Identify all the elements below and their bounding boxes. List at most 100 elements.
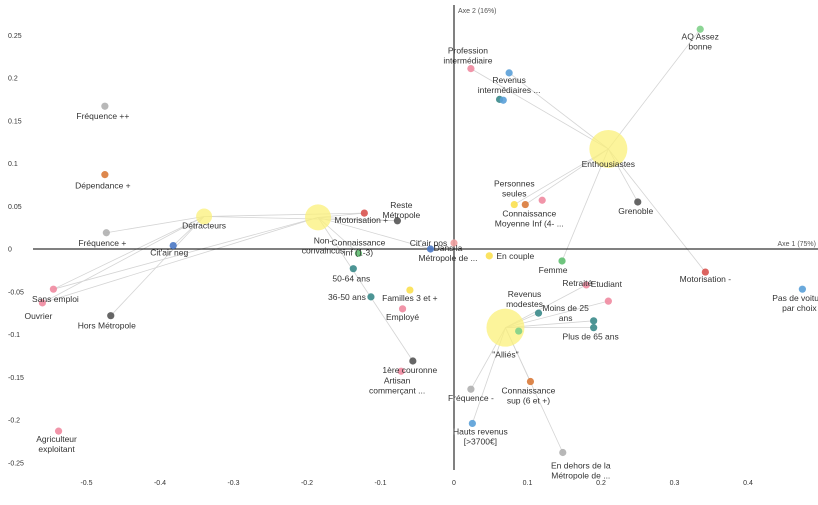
x-tick-label: -0.3 [227, 480, 239, 487]
point-plus-de-65-ans [590, 324, 598, 332]
label-revenus-intermediaires: Revenus intermédiaires ...Revenus intermé… [478, 75, 541, 95]
connector-enthousiastes-femme [561, 148, 609, 262]
point-personnes-seules [510, 200, 518, 209]
connector-enthousiastes-motorisation [608, 148, 706, 273]
y-tick-label: 0 [8, 247, 12, 254]
point-1ere-couronne [409, 357, 417, 365]
x-tick-label: -0.1 [374, 480, 386, 487]
point-point [515, 327, 523, 335]
point-36-50-ans [367, 293, 375, 301]
point-en-dehors-de-la-metropole-de [559, 448, 567, 457]
point-hauts-revenus-3700 [468, 419, 476, 428]
connector-detracteurs-ouvrier [42, 216, 205, 304]
label-cit-air-pos: Cit'air pos [410, 238, 448, 248]
connector-non-convaincus-reste-metropole [318, 216, 398, 222]
point-revenus-modestes [534, 309, 543, 317]
x-tick-label: 0 [452, 480, 456, 487]
label-femme: Femme [539, 265, 568, 275]
point-point [499, 96, 507, 104]
point-femme [558, 257, 566, 265]
label-dans-la-metropole-de: Dans la Métropole de ...Dans la Métropole… [418, 243, 477, 263]
y-tick-label: 0.05 [8, 204, 22, 211]
label-pas-de-voiture-par-choix: Pas de voiturepar choixPas de voiture pa… [772, 293, 818, 313]
point-frequence [102, 229, 110, 237]
label-familles-3-et: Familles 3 et + [382, 293, 438, 303]
y-tick-label: -0.25 [8, 460, 24, 467]
point-employe [398, 305, 407, 313]
connector-non-convaincus-cit-air-pos [317, 216, 431, 250]
point-agriculteur-exploitant [54, 427, 63, 435]
y-tick-label: -0.15 [8, 375, 24, 382]
point-en-couple [485, 252, 493, 260]
point-reste-metropole [393, 217, 402, 225]
connector-enthousiastes-profession-intermediaire [470, 68, 609, 150]
point-connaissance-moyenne-inf-4 [521, 200, 529, 209]
label-aq-assez-bonne: AQ Assez bonneAQ Assez bonne [682, 31, 719, 51]
label-hauts-revenus-3700: Hauts revenus [>3700€]Hauts revenus [>370… [453, 426, 508, 446]
x-tick-label: 0.1 [523, 480, 533, 487]
y-tick-label: -0.2 [8, 418, 20, 425]
label-detracteurs: Détracteurs [182, 221, 226, 231]
label-allies: "Alliés" [492, 350, 518, 360]
point-frequence [467, 385, 475, 393]
data-points [38, 25, 806, 457]
label-retraite: Retraité [562, 278, 592, 288]
x-tick-label: -0.4 [154, 480, 166, 487]
label-grenoble: Grenoble [618, 206, 653, 216]
label-plus-de-65-ans: Plus de 65 ans [563, 332, 619, 342]
point-dans-la-metropole-de [450, 239, 458, 247]
label-artisan-commercant: Artisan commerçant ...Artisan commerçant … [369, 375, 425, 395]
connector-non-convaincus-sans-emploi [53, 216, 319, 290]
label-connaissance-moyenne-inf-4: Connaissance Moyenne Inf (4- ...Connaissa… [495, 209, 564, 229]
point-artisan-commercant [397, 367, 405, 375]
label-hors-metropole: Hors Métropole [78, 321, 136, 331]
x-tick-label: -0.5 [80, 480, 92, 487]
point-point [538, 196, 546, 204]
label-cit-air-neg: Cit'air neg [150, 248, 188, 258]
label-frequence: Fréquence - [448, 393, 494, 403]
point-retraite [582, 281, 590, 289]
point-cit-air-pos [426, 245, 435, 253]
x-tick-label: 0.4 [743, 480, 753, 487]
x-tick-label: -0.2 [301, 480, 313, 487]
label-dependance: Dépendance + [75, 181, 131, 191]
x-tick-label: 0.2 [596, 480, 606, 487]
label-enthousiastes: Enthousiastes [582, 159, 635, 169]
label-reste-metropole: Reste MétropoleReste Métropole [382, 200, 420, 220]
label-etudiant: Etudiant [591, 279, 623, 289]
label-revenus-modestes: Revenus modestesRevenus modestes [506, 289, 543, 309]
connector-enthousiastes-revenus-intermediaires [508, 72, 609, 150]
label-personnes-seules: Personnes seulesPersonnes seules [494, 179, 535, 199]
point-familles-3-et [406, 286, 414, 294]
y-tick-label: 0.15 [8, 118, 22, 125]
label-frequence: Fréquence + [78, 238, 126, 248]
point-connaissance-sup-6-et [526, 377, 535, 386]
label-motorisation: Motorisation - [680, 274, 732, 284]
point-hors-metropole [107, 312, 115, 320]
connector-detracteurs-hors-metropole [110, 216, 205, 316]
label-sans-emploi: Sans emploi [32, 294, 79, 304]
label-connaissance-sup-6-et: Connaissance sup (6 et +)Connaissance sup… [502, 386, 556, 406]
y-tick-label: 0.1 [8, 161, 18, 168]
y-tick-label: 0.25 [8, 33, 22, 40]
point-dependance [101, 171, 109, 179]
point-motorisation [701, 268, 709, 276]
axes: Axe 1 (75%) Axe 2 (16%) [33, 5, 818, 470]
connector-non-convaincus-1ere-couronne [317, 217, 414, 362]
connector-allies-en-dehors-de-la-metropole-de [505, 327, 564, 453]
x-tick-label: 0.3 [670, 480, 680, 487]
point-ouvrier [38, 299, 47, 307]
point-allies [486, 308, 525, 347]
point-moins-de-25-ans [590, 317, 598, 325]
label-motorisation: Motorisation + [335, 215, 389, 225]
point-labels: Enthousiastes Détracteurs Non-convaincusNo… [24, 31, 818, 480]
connector-detracteurs-reste-metropole [204, 216, 398, 222]
label-1ere-couronne: 1ère couronne [382, 365, 437, 375]
label-36-50-ans: 36-50 ans [328, 292, 366, 302]
point-profession-intermediaire [467, 64, 475, 73]
connector-non-convaincus-ouvrier [42, 216, 319, 304]
point-non-convaincus [305, 204, 332, 231]
point-etudiant [604, 297, 612, 305]
label-en-dehors-de-la-metropole-de: En dehors de la Métropole de ...En dehors… [551, 460, 611, 480]
y-tick-label: -0.05 [8, 289, 24, 296]
